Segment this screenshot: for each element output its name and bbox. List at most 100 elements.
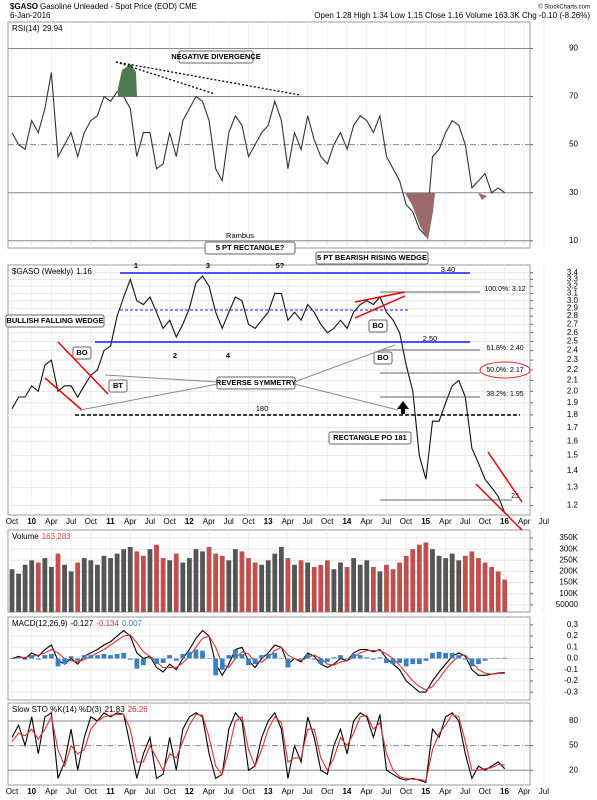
bar <box>265 654 271 659</box>
x-tick-label: 15 <box>421 787 430 796</box>
symmetry-line <box>293 383 399 411</box>
series-line <box>11 711 506 784</box>
y-tick-label: 3.4 <box>567 268 579 277</box>
wedge-line <box>354 291 406 303</box>
bar <box>285 558 291 612</box>
bar <box>252 658 258 665</box>
legend-value: 1.16 <box>76 267 92 276</box>
bar <box>364 560 370 612</box>
bar <box>232 649 238 659</box>
bar <box>95 564 100 612</box>
annotation: NEGATIVE DIVERGENCE <box>171 52 260 61</box>
bar <box>390 658 396 665</box>
x-tick-label: 16 <box>500 787 509 796</box>
annotation: 1 <box>134 261 138 270</box>
bar <box>298 658 304 660</box>
legend-title: Slow STO %K(14) %D(3) <box>12 705 102 714</box>
bar <box>22 564 28 612</box>
bar <box>489 566 495 612</box>
y-tick-label: 90 <box>569 44 578 53</box>
x-tick-label: 12 <box>185 517 194 526</box>
bar <box>502 657 508 659</box>
bar <box>186 651 192 659</box>
legend-title: Volume <box>12 532 39 541</box>
bar <box>423 658 429 661</box>
bar <box>456 560 462 612</box>
panel-frame <box>7 702 531 786</box>
bar <box>331 569 337 612</box>
x-tick-label: Oct <box>6 517 19 526</box>
bar <box>285 658 291 668</box>
bar <box>147 549 153 612</box>
bar <box>423 542 429 612</box>
bar <box>351 558 357 612</box>
bar <box>278 546 284 612</box>
y-tick-label: 2.0 <box>567 386 579 395</box>
rsi-oversold-fill <box>478 193 487 200</box>
annotation: 5 PT BEARISH RISING WEDGE <box>317 253 427 262</box>
bar <box>154 544 159 612</box>
x-tick-label: Apr <box>45 787 58 796</box>
bar <box>81 655 87 659</box>
panel-legend: MACD(12,26,9) -0.127 -0.134 0.007 <box>12 619 143 628</box>
y-tick-label: 150K <box>559 578 578 587</box>
bar <box>108 558 113 612</box>
x-tick-label: Apr <box>360 517 373 526</box>
bar <box>193 549 199 612</box>
y-tick-label: 70 <box>569 92 578 101</box>
bar <box>298 560 304 612</box>
y-tick-label: 1.8 <box>567 410 579 419</box>
bar <box>95 655 100 659</box>
annotation: 5 PT RECTANGLE? <box>216 243 285 252</box>
bar <box>101 555 107 612</box>
bar <box>403 658 409 667</box>
x-tick-label: Jul <box>145 517 155 526</box>
x-tick-label: Jul <box>302 517 312 526</box>
y-tick-label: 2.8 <box>567 311 579 320</box>
symmetry-line <box>293 344 396 383</box>
bar <box>246 558 251 612</box>
symmetry-line <box>79 383 219 411</box>
y-tick-label: 3.2 <box>567 281 579 290</box>
bar <box>265 560 271 612</box>
series-line <box>11 634 505 691</box>
x-tick-label: Jul <box>381 517 391 526</box>
bar <box>469 551 475 612</box>
annotation: Rambus <box>226 231 254 240</box>
bar <box>49 654 54 659</box>
rsi-oversold-fill <box>405 193 435 240</box>
bar <box>226 655 232 659</box>
x-tick-label: 13 <box>264 517 273 526</box>
symbol: $GASO <box>10 2 38 11</box>
y-tick-label: 2.2 <box>567 365 579 374</box>
series-line <box>11 72 506 238</box>
bar <box>403 555 409 612</box>
y-tick-label: 2.4 <box>567 346 579 355</box>
annotation: 3 <box>206 261 210 270</box>
bar <box>35 658 41 660</box>
x-tick-label: 16 <box>500 517 509 526</box>
legend-value: -0.127 <box>71 619 94 628</box>
x-tick-label: Jul <box>302 787 312 796</box>
legend-title: $GASO (Weekly) <box>12 267 74 276</box>
x-tick-label: 10 <box>27 517 36 526</box>
y-tick-label: 2.7 <box>567 319 579 328</box>
bar <box>252 562 258 612</box>
y-tick-label: 1.3 <box>567 483 579 492</box>
x-tick-label: Jul <box>66 517 76 526</box>
bar <box>167 560 173 612</box>
bar <box>239 551 245 612</box>
y-tick-label: 2.6 <box>567 328 579 337</box>
x-tick-label: Apr <box>518 517 531 526</box>
x-tick-label: 12 <box>185 787 194 796</box>
x-tick-label: Apr <box>203 517 216 526</box>
annotation: BO <box>372 321 383 330</box>
x-tick-label: 14 <box>342 517 351 526</box>
bar <box>476 658 481 665</box>
annotations-layer <box>44 61 531 531</box>
x-tick-label: Apr <box>124 517 137 526</box>
bar <box>469 658 475 667</box>
y-tick-label: 1.6 <box>567 436 579 445</box>
x-tick-label: Apr <box>124 787 137 796</box>
